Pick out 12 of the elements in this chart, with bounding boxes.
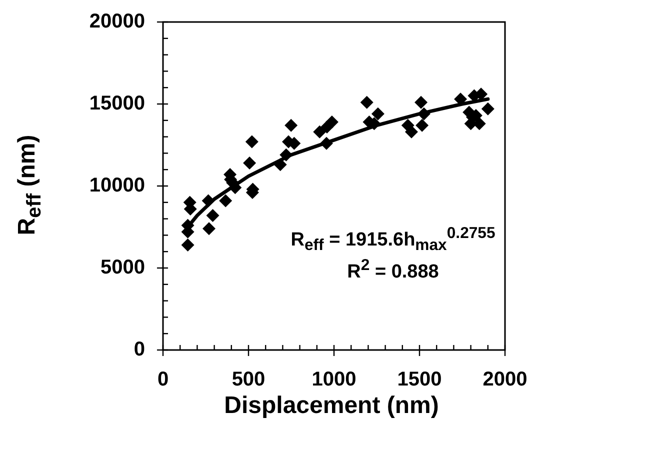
x-tick-label: 500: [232, 368, 266, 391]
x-tick-label: 2000: [482, 368, 528, 391]
x-tick-label: 0: [157, 368, 169, 391]
x-tick-label: 1500: [397, 368, 442, 391]
y-tick-label: 10000: [89, 174, 145, 197]
x-axis-title: Displacement (nm): [223, 392, 440, 420]
y-tick-label: 20000: [89, 10, 145, 33]
annotation: R$^{2}$ = 0.888: [347, 257, 439, 284]
x-tick-label: 1000: [312, 368, 356, 391]
y-tick-label: 0: [134, 338, 145, 361]
y-tick-label: 15000: [89, 92, 145, 115]
y-tick-label: 5000: [100, 256, 145, 279]
